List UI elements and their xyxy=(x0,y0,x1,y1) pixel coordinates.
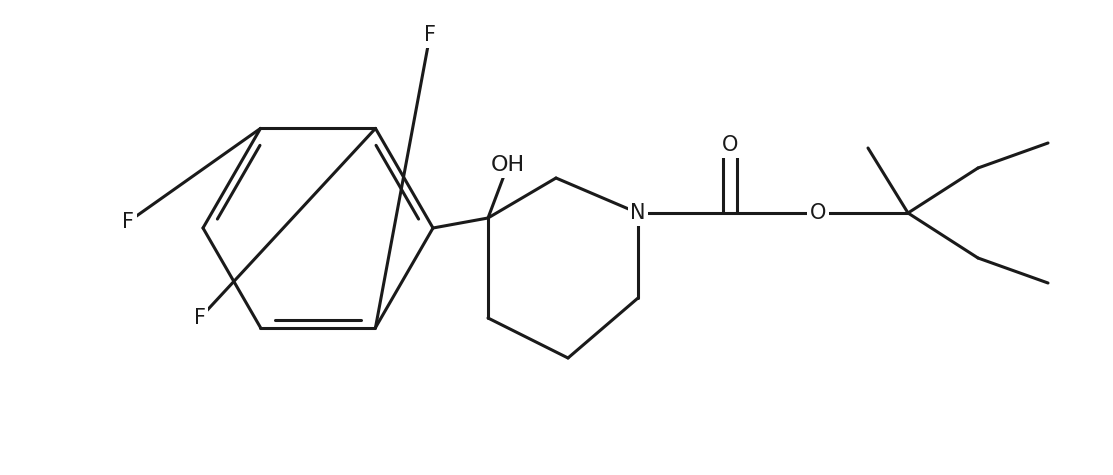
Text: N: N xyxy=(630,203,646,223)
Text: F: F xyxy=(122,212,134,232)
Text: O: O xyxy=(810,203,826,223)
Text: O: O xyxy=(722,135,738,155)
Text: F: F xyxy=(424,25,436,45)
Text: OH: OH xyxy=(491,155,525,175)
Text: F: F xyxy=(194,308,206,328)
